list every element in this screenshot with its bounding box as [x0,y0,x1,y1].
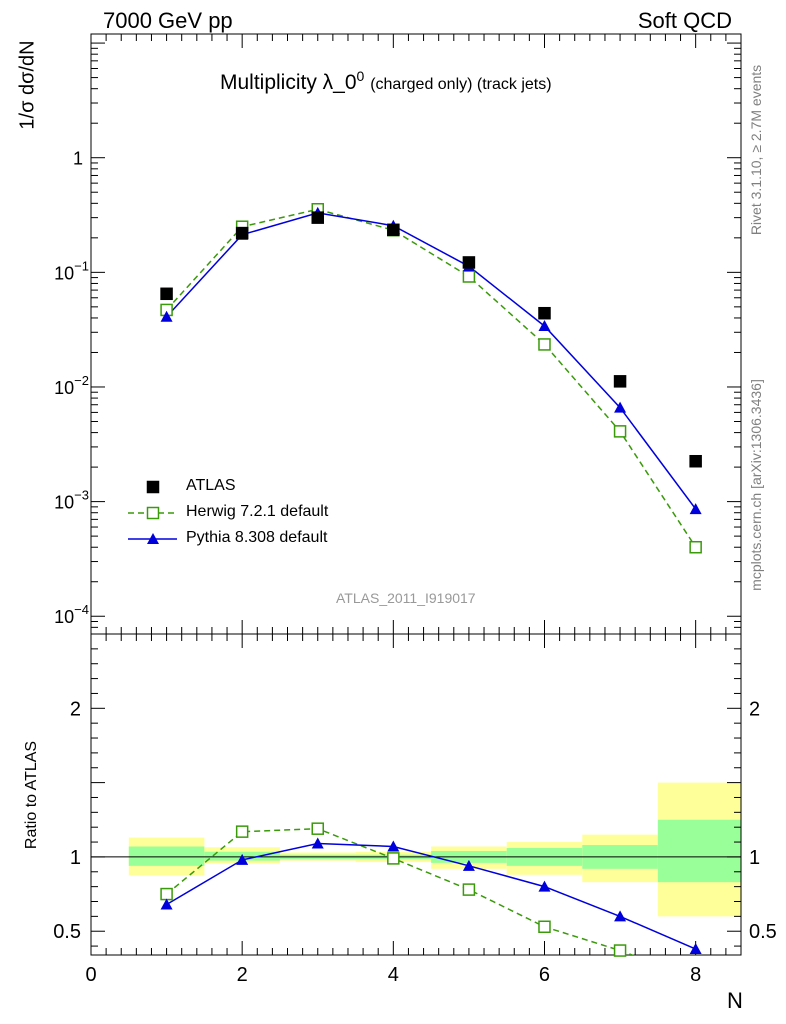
ratio-band-green-7 [657,819,741,883]
pythia-marker-6 [614,401,627,413]
ratio-herwig-line [166,827,635,955]
x-tick-label-2: 4 [388,964,399,986]
ratio-pythia-marker-5 [538,880,551,892]
herwig-line [166,208,697,548]
ratio-pythia-marker-6 [614,910,627,922]
ratio-ytick-label-right-0: 0.5 [749,921,777,943]
header-right: Soft QCD [637,8,732,33]
legend-marker-atlas [146,480,160,494]
header-left: 7000 GeV pp [103,8,233,33]
ratio-herwig-marker-2 [311,822,324,835]
ratio-pythia-marker-7 [689,943,702,955]
x-tick-label-4: 8 [690,964,701,986]
ratio-ytick-label-right-1: 1 [749,847,760,869]
atlas-marker-7 [689,454,702,468]
atlas-marker-5 [538,306,551,320]
ratio-herwig-marker-6 [613,944,627,957]
herwig-marker-5 [538,338,551,351]
main-ytick-label-3: 10−3 [54,488,89,513]
ratio-ytick-label-right-2: 2 [749,698,760,720]
ratio-herwig-marker-0 [160,887,173,901]
legend-label-pythia: Pythia 8.308 default [186,529,328,546]
ratio-pythia-marker-1 [236,853,249,865]
atlas-marker-2 [311,211,324,224]
atlas-marker-0 [160,287,173,301]
main-ytick-label-2: 10−2 [54,373,89,398]
ratio-pythia-marker-0 [160,898,173,910]
legend-label-herwig: Herwig 7.2.1 default [186,503,329,520]
atlas-marker-1 [235,226,249,240]
atlas-marker-4 [462,256,476,269]
ratio-ytick-label-2: 2 [70,698,81,720]
ratio-y-axis-label: Ratio to ATLAS [23,740,40,850]
ratio-pythia-line [166,842,696,950]
ratio-herwig-marker-1 [235,825,249,838]
x-tick-label-1: 2 [237,964,248,986]
main-ytick-label-0: 1 [73,149,83,169]
chart-title-main: Multiplicity λ_0 [220,71,357,94]
herwig-marker-4 [462,270,476,283]
ratio-pythia-marker-2 [311,837,324,849]
ratio-frame [90,633,742,956]
main-ytick-label-1: 10−1 [54,258,89,283]
rivet-info: Rivet 3.1.10, ≥ 2.7M events [748,64,764,236]
chart-title: Multiplicity λ_00 (charged only) (track … [220,68,552,95]
ratio-band-green-0 [128,846,205,866]
main-y-axis-label: 1/σ dσ/dN [16,40,39,130]
ratio-herwig-marker-4 [462,883,476,896]
ratio-pythia-marker-3 [387,840,400,852]
ratio-herwig-marker-5 [538,920,551,934]
pythia-marker-7 [689,503,702,515]
pythia-line [166,212,697,510]
source-info: mcplots.cern.ch [arXiv:1306.3436] [748,379,764,591]
x-axis-label: N [727,988,743,1013]
chart-title-sup: 0 [356,68,365,84]
legend-marker-pythia [147,533,159,544]
ratio-herwig-marker-3 [387,852,400,865]
ratio-pythia-marker-4 [462,859,475,871]
pythia-marker-5 [538,320,551,332]
legend-marker-herwig [146,506,160,520]
atlas-marker-3 [387,223,400,237]
ratio-ytick-label-0: 0.5 [53,921,81,943]
herwig-marker-6 [613,425,627,438]
main-ytick-label-4: 10−4 [54,602,89,627]
watermark: ATLAS_2011_I919017 [336,590,476,606]
herwig-marker-7 [689,540,702,554]
pythia-marker-0 [160,310,173,322]
atlas-marker-6 [613,375,627,388]
x-tick-label-0: 0 [85,964,96,986]
ratio-ytick-label-1: 1 [70,847,81,869]
chart-title-note: (charged only) (track jets) [370,76,552,93]
legend-label-atlas: ATLAS [186,477,236,494]
x-tick-label-3: 6 [539,964,550,986]
